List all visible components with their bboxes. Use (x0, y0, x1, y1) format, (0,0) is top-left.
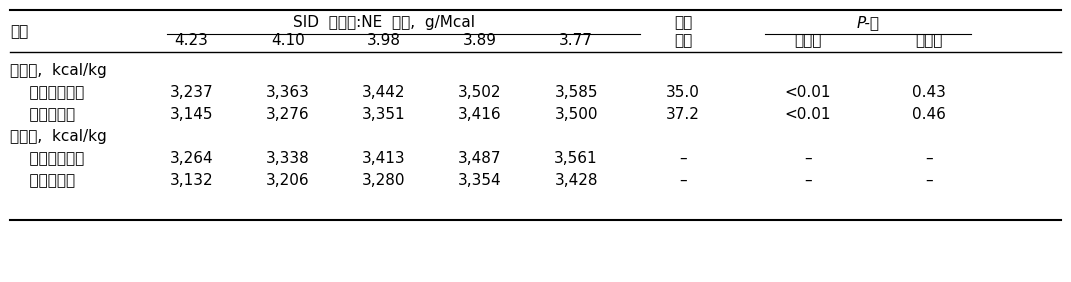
Text: 3,206: 3,206 (266, 173, 310, 188)
Text: –: – (924, 151, 933, 166)
Text: <0.01: <0.01 (785, 107, 831, 122)
Text: 가소화에너지: 가소화에너지 (10, 151, 85, 166)
Text: 대사에너지: 대사에너지 (10, 173, 75, 188)
Text: 3,145: 3,145 (170, 107, 213, 122)
Text: 오차: 오차 (674, 33, 692, 48)
Text: 3,354: 3,354 (458, 173, 502, 188)
Text: 3,132: 3,132 (169, 173, 213, 188)
Text: 3,502: 3,502 (458, 85, 501, 100)
Text: 3,561: 3,561 (555, 151, 598, 166)
Text: 3.89: 3.89 (463, 33, 497, 48)
Text: 3,351: 3,351 (362, 107, 406, 122)
Text: 3,585: 3,585 (555, 85, 598, 100)
Text: 3,428: 3,428 (555, 173, 598, 188)
Text: 대사에너지: 대사에너지 (10, 107, 75, 122)
Text: P-값: P-값 (857, 15, 879, 30)
Text: –: – (804, 173, 812, 188)
Text: 계산값,  kcal/kg: 계산값, kcal/kg (10, 129, 107, 144)
Text: –: – (679, 151, 687, 166)
Text: 3,487: 3,487 (458, 151, 501, 166)
Text: 3,363: 3,363 (266, 85, 310, 100)
Text: 곡선성: 곡선성 (915, 33, 942, 48)
Text: 측정값,  kcal/kg: 측정값, kcal/kg (10, 63, 107, 78)
Text: 3,442: 3,442 (362, 85, 406, 100)
Text: –: – (804, 151, 812, 166)
Text: 3,276: 3,276 (266, 107, 310, 122)
Text: 항목: 항목 (10, 24, 28, 39)
Text: <0.01: <0.01 (785, 85, 831, 100)
Text: 3,264: 3,264 (169, 151, 213, 166)
Text: –: – (679, 173, 687, 188)
Text: SID  라이신:NE  비율,  g/Mcal: SID 라이신:NE 비율, g/Mcal (292, 15, 474, 30)
Text: 0.46: 0.46 (911, 107, 946, 122)
Text: 3,280: 3,280 (362, 173, 406, 188)
Text: 3,413: 3,413 (362, 151, 406, 166)
Text: 3,338: 3,338 (266, 151, 310, 166)
Text: 3,416: 3,416 (458, 107, 502, 122)
Text: 가소화에너지: 가소화에너지 (10, 85, 85, 100)
Text: 4.10: 4.10 (271, 33, 304, 48)
Text: 3,237: 3,237 (169, 85, 213, 100)
Text: 37.2: 37.2 (666, 107, 699, 122)
Text: 35.0: 35.0 (666, 85, 699, 100)
Text: 직선성: 직선성 (795, 33, 821, 48)
Text: 표준: 표준 (674, 15, 692, 30)
Text: 3.77: 3.77 (559, 33, 593, 48)
Text: –: – (924, 173, 933, 188)
Text: 3.98: 3.98 (366, 33, 401, 48)
Text: 0.43: 0.43 (911, 85, 946, 100)
Text: 4.23: 4.23 (175, 33, 209, 48)
Text: 3,500: 3,500 (555, 107, 598, 122)
